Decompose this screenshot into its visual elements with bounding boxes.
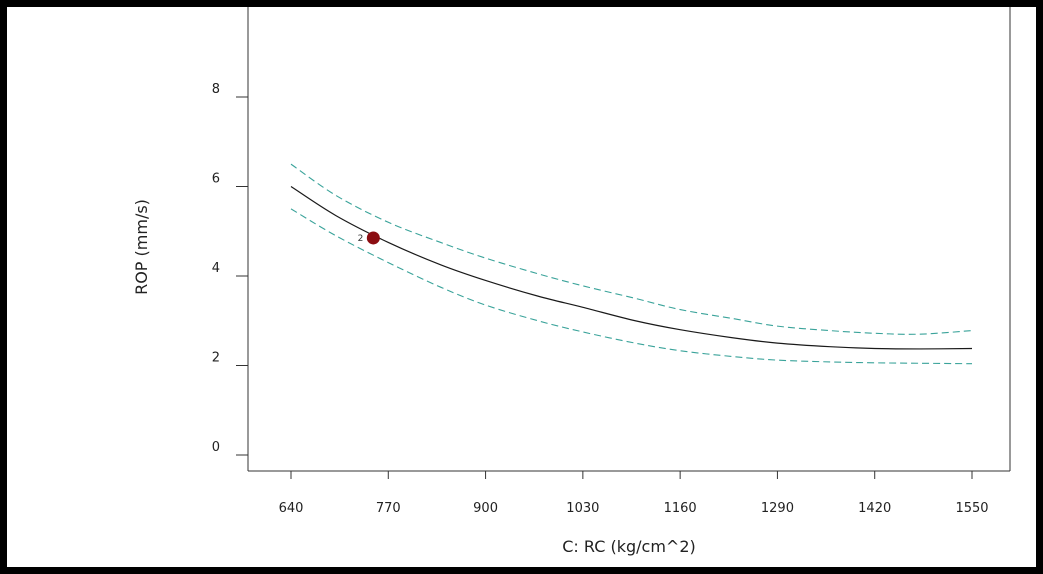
x-tick-label: 1160	[664, 501, 697, 516]
x-axis-title: C: RC (kg/cm^2)	[562, 537, 696, 556]
rop-vs-rc-chart: 640 770 900 1030 1160 1290 1420 1550 0 2 4 6 8 2 C:…	[132, 7, 1011, 556]
points-layer: 2	[358, 231, 380, 245]
y-tick-label: 8	[212, 82, 220, 97]
series-layer	[290, 163, 973, 365]
y-axis-ticks: 0 2 4 6 8	[212, 82, 248, 456]
upper-confidence-band	[290, 163, 973, 335]
y-tick-label: 4	[212, 261, 220, 276]
design-point-label: 2	[358, 234, 364, 244]
x-tick-label: 1550	[955, 501, 988, 516]
x-tick-label: 1290	[761, 501, 794, 516]
lower-confidence-band	[290, 208, 973, 365]
chart-frame: 640 770 900 1030 1160 1290 1420 1550 0 2 4 6 8 2 C:…	[7, 7, 1036, 567]
x-tick-label: 770	[376, 501, 401, 516]
y-tick-label: 6	[212, 172, 220, 187]
x-tick-label: 900	[473, 501, 498, 516]
x-tick-label: 1420	[858, 501, 891, 516]
y-tick-label: 2	[212, 351, 220, 366]
design-point	[366, 231, 380, 245]
x-tick-label: 1030	[566, 501, 599, 516]
x-tick-label: 640	[279, 501, 304, 516]
fitted-line	[290, 185, 973, 350]
y-axis-title: ROP (mm/s)	[132, 199, 151, 295]
x-axis-ticks: 640 770 900 1030 1160 1290 1420 1550	[279, 471, 989, 516]
y-tick-label: 0	[212, 440, 220, 455]
